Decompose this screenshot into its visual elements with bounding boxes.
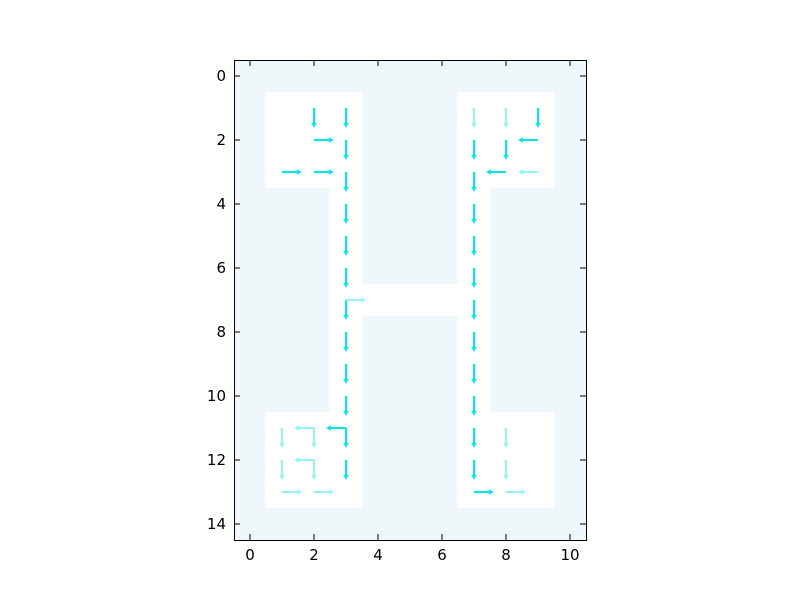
y-tick-label: 8 xyxy=(216,323,226,341)
flow-arrow xyxy=(503,108,509,128)
flow-arrow xyxy=(486,169,506,175)
flow-arrow xyxy=(471,140,477,160)
flow-arrow xyxy=(314,169,334,175)
flow-arrow xyxy=(311,108,317,128)
grid-cells xyxy=(234,60,586,540)
free-cell xyxy=(329,475,363,509)
flow-arrow xyxy=(503,428,509,448)
y-tick-label: 4 xyxy=(216,195,226,213)
x-tick-label: 0 xyxy=(245,546,255,564)
flow-arrow xyxy=(535,108,541,128)
flow-arrow xyxy=(346,297,366,303)
y-tick-label: 2 xyxy=(216,131,226,149)
flow-arrow xyxy=(294,425,314,431)
flow-arrow xyxy=(343,108,349,128)
y-axis-ticks: 0 2 4 6 8 10 12 14 xyxy=(207,67,586,533)
flow-arrow xyxy=(503,140,509,160)
x-tick-label: 6 xyxy=(437,546,447,564)
x-tick-label: 10 xyxy=(560,546,579,564)
free-cell xyxy=(521,443,555,477)
flow-arrow xyxy=(343,204,349,224)
flow-arrow xyxy=(279,460,285,480)
y-tick-label: 14 xyxy=(207,515,226,533)
flow-arrow xyxy=(471,108,477,128)
flow-arrow xyxy=(343,364,349,384)
flow-arrow xyxy=(471,396,477,416)
free-cell xyxy=(425,283,459,317)
flow-arrow xyxy=(326,425,346,431)
flow-arrow xyxy=(474,489,494,495)
x-tick-label: 2 xyxy=(309,546,319,564)
free-cell xyxy=(361,283,395,317)
flow-arrow xyxy=(471,204,477,224)
y-tick-label: 10 xyxy=(207,387,226,405)
flow-arrow xyxy=(282,489,302,495)
flow-arrow xyxy=(279,428,285,448)
flow-arrow xyxy=(518,137,538,143)
y-tick-label: 12 xyxy=(207,451,226,469)
free-cell xyxy=(521,411,555,445)
free-cell xyxy=(521,475,555,509)
flow-arrow xyxy=(471,268,477,288)
flow-arrow xyxy=(311,460,317,480)
flow-arrow xyxy=(471,364,477,384)
flow-arrow xyxy=(471,236,477,256)
x-tick-label: 4 xyxy=(373,546,383,564)
flow-arrow xyxy=(343,236,349,256)
flow-arrow xyxy=(506,489,526,495)
flow-arrow xyxy=(518,169,538,175)
flow-arrow xyxy=(282,169,302,175)
x-tick-label: 8 xyxy=(501,546,511,564)
y-tick-label: 6 xyxy=(216,259,226,277)
free-cell xyxy=(265,91,299,125)
axes-frame xyxy=(234,60,587,541)
flow-arrow xyxy=(343,172,349,192)
x-axis-ticks: 0 2 4 6 8 10 xyxy=(245,60,580,564)
arrow-field xyxy=(279,108,541,495)
flow-arrow xyxy=(471,460,477,480)
flow-arrow xyxy=(471,172,477,192)
flow-arrow xyxy=(343,332,349,352)
flow-arrow xyxy=(343,428,349,448)
flow-arrow xyxy=(314,489,334,495)
flow-arrow xyxy=(343,396,349,416)
flow-arrow xyxy=(311,428,317,448)
flow-arrow xyxy=(343,140,349,160)
flow-arrow xyxy=(343,300,349,320)
flow-arrow xyxy=(471,332,477,352)
free-cell xyxy=(393,283,427,317)
free-cell xyxy=(265,123,299,157)
flow-arrow xyxy=(471,300,477,320)
flow-arrow xyxy=(503,460,509,480)
flow-arrow xyxy=(343,460,349,480)
flow-arrow xyxy=(294,457,314,463)
flow-arrow xyxy=(314,137,334,143)
flow-arrow xyxy=(471,428,477,448)
y-tick-label: 0 xyxy=(216,67,226,85)
flow-arrow xyxy=(343,268,349,288)
